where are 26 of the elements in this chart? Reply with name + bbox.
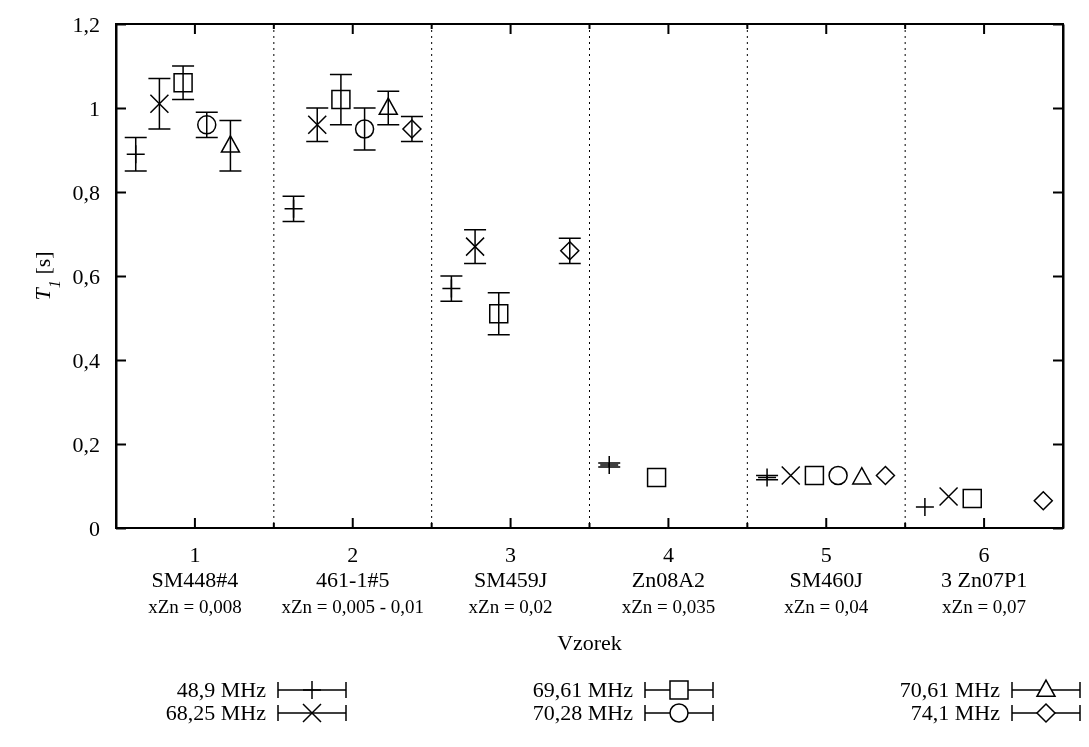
text: Zn08A2 xZn = 0,035: [621, 567, 716, 617]
y-tick-label: 1,2: [72, 11, 100, 37]
legend-label: 70,61 MHz: [899, 677, 1001, 702]
text: 461-1#5 xZn = 0,005 - 0,01: [281, 567, 425, 617]
text: SM460J xZn = 0,04: [784, 567, 869, 617]
legend-label: 69,61 MHz: [532, 677, 634, 702]
text: SM448#4 xZn = 0,008: [148, 567, 242, 617]
x-tick-label: 3: [505, 542, 517, 567]
y-tick-label: 0,8: [72, 179, 100, 205]
x-tick-label: 2: [347, 542, 359, 567]
y-tick-label: 0: [89, 515, 100, 541]
x-axis-title: Vzorek: [557, 630, 622, 655]
x-tick-label: 4: [662, 542, 674, 567]
y-tick-label: 1: [89, 95, 100, 121]
x-tick-label: 6: [978, 542, 990, 567]
text: 3 Zn07P1 xZn = 0,07: [940, 567, 1028, 617]
text: SM459J xZn = 0,02: [468, 567, 553, 617]
legend-label: 70,28 MHz: [532, 700, 634, 725]
legend-label: 74,1 MHz: [910, 700, 1001, 725]
y-tick-label: 0,4: [72, 347, 100, 373]
x-tick-label: 1: [189, 542, 201, 567]
y-tick-label: 0,6: [72, 263, 100, 289]
legend-label: 48,9 MHz: [176, 677, 267, 702]
y-tick-label: 0,2: [72, 431, 100, 457]
x-tick-label: 5: [820, 542, 832, 567]
legend-label: 68,25 MHz: [165, 700, 267, 725]
